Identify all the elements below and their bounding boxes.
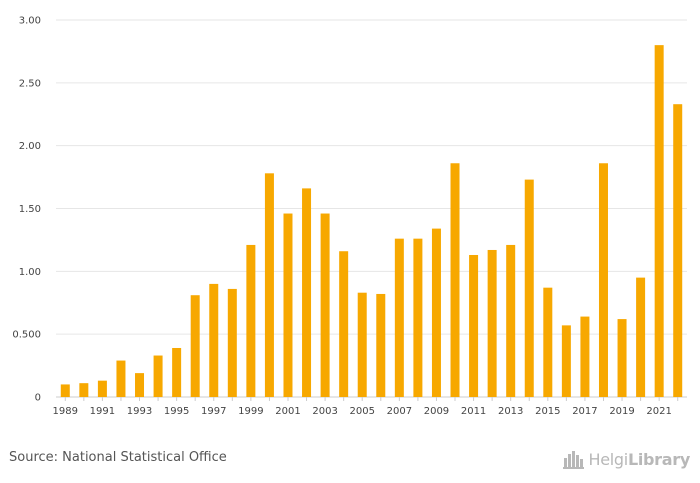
y-tick-label: 3.00: [19, 16, 41, 27]
y-tick-label: 2.00: [19, 141, 41, 152]
bar-2012[interactable]: [487, 249, 497, 397]
bar-2011[interactable]: [469, 254, 479, 397]
bar-2013[interactable]: [506, 244, 516, 397]
logo-text: HelgiLibrary: [588, 449, 691, 469]
bar-2016[interactable]: [561, 325, 571, 397]
helgi-library-logo[interactable]: HelgiLibrary: [562, 448, 691, 470]
logo-text-light: Helgi: [588, 449, 629, 469]
x-tick-label: 2007: [387, 406, 412, 417]
bar-2010[interactable]: [450, 163, 460, 397]
bar-2003[interactable]: [320, 213, 330, 397]
y-tick-label: 2.50: [19, 78, 41, 89]
bar-2017[interactable]: [580, 316, 590, 397]
x-tick-label: 2013: [498, 406, 523, 417]
x-tick-label: 1989: [53, 406, 78, 417]
x-tick-label: 2019: [609, 406, 634, 417]
bar-2000[interactable]: [264, 173, 274, 397]
x-tick-label: 1993: [127, 406, 152, 417]
bars-group: [60, 45, 683, 398]
x-tick-label: 2015: [535, 406, 560, 417]
bar-1993[interactable]: [135, 373, 145, 397]
x-tick-label: 1991: [90, 406, 115, 417]
logo-text-bold: Library: [627, 449, 690, 469]
y-tick-label: 1.00: [19, 267, 41, 278]
bar-2015[interactable]: [543, 287, 553, 397]
source-note: Source: National Statistical Office: [9, 450, 227, 465]
x-tick-label: 2021: [646, 406, 671, 417]
bar-2019[interactable]: [617, 319, 627, 397]
bar-1992[interactable]: [116, 360, 126, 397]
bar-1989[interactable]: [60, 384, 70, 397]
bar-2021[interactable]: [654, 45, 664, 398]
y-tick-label: 1.50: [19, 204, 41, 215]
building-skyline-icon: [562, 451, 584, 469]
x-tick-label: 2017: [572, 406, 597, 417]
bar-2002[interactable]: [302, 188, 312, 397]
bar-2018[interactable]: [598, 163, 608, 397]
bar-2022[interactable]: [673, 104, 683, 398]
y-tick-label: 0: [35, 393, 41, 404]
x-tick-label: 2005: [349, 406, 374, 417]
bar-1999[interactable]: [246, 244, 256, 397]
x-tick-label: 1999: [238, 406, 263, 417]
bar-1998[interactable]: [227, 288, 237, 397]
bar-2007[interactable]: [394, 238, 404, 397]
bar-1991[interactable]: [97, 380, 107, 397]
x-tick-label: 1995: [164, 406, 189, 417]
bar-2014[interactable]: [524, 179, 534, 397]
grid-lines: [56, 19, 687, 401]
bar-2006[interactable]: [376, 293, 386, 397]
bar-2005[interactable]: [357, 292, 367, 397]
bar-2009[interactable]: [431, 228, 441, 397]
x-tick-label: 2003: [312, 406, 337, 417]
x-tick-label: 1997: [201, 406, 226, 417]
x-tick-label: 2001: [275, 406, 300, 417]
x-axis-labels: 1989 1991 1993 1995 1997 1999 2001 2003 2005 2007…: [53, 406, 672, 417]
y-axis-labels: 0 0.500 1.00 1.50 2.00 2.50 3.00: [12, 16, 41, 404]
bar-2004[interactable]: [339, 251, 349, 397]
bar-2001[interactable]: [283, 213, 293, 397]
bar-2020[interactable]: [636, 277, 646, 397]
y-tick-label: 0.500: [12, 330, 41, 341]
x-tick-label: 2011: [461, 406, 486, 417]
bar-1997[interactable]: [209, 283, 219, 397]
bar-2008[interactable]: [413, 238, 423, 397]
x-tick-label: 2009: [424, 406, 449, 417]
bar-1996[interactable]: [190, 295, 200, 397]
bar-1995[interactable]: [172, 347, 182, 397]
bar-1990[interactable]: [79, 383, 89, 397]
bar-1994[interactable]: [153, 355, 163, 397]
